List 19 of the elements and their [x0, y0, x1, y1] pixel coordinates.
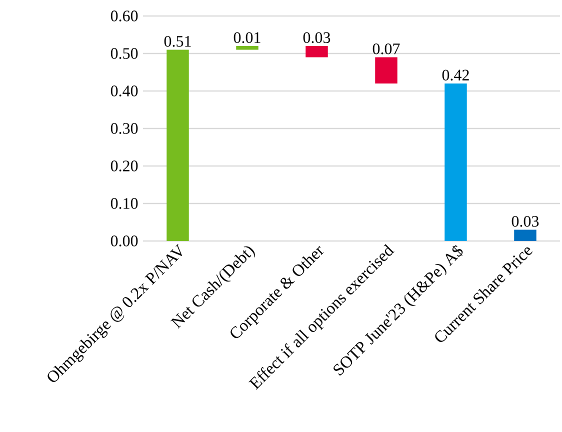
- bar: [514, 230, 536, 241]
- data-label: 0.07: [372, 43, 400, 54]
- bar: [444, 83, 467, 241]
- bar: [166, 50, 189, 241]
- y-tick-label: 0.00: [110, 236, 138, 246]
- data-label: 0.42: [442, 70, 469, 81]
- data-label: 0.03: [303, 32, 330, 44]
- y-tick-label: 0.50: [110, 48, 138, 59]
- y-tick-label: 0.30: [110, 123, 138, 134]
- data-label: 0.03: [512, 216, 539, 227]
- data-label: 0.01: [234, 32, 260, 44]
- y-tick-label: 0.40: [110, 86, 138, 96]
- y-tick-label: 0.10: [110, 198, 138, 209]
- bar: [375, 57, 398, 84]
- data-label: 0.51: [164, 36, 191, 47]
- y-tick-label: 0.60: [110, 10, 138, 22]
- bar: [236, 46, 258, 50]
- bar: [306, 46, 328, 58]
- y-tick-label: 0.20: [110, 160, 138, 172]
